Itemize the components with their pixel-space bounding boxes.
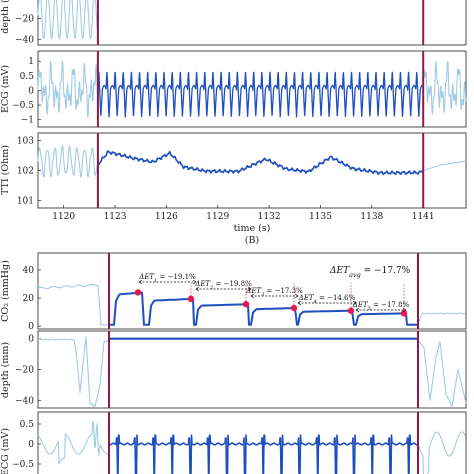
ecg-b-ylabel: ECG (mV) <box>0 428 11 474</box>
co2-b-arrow-head-r-1 <box>247 286 252 292</box>
co2-b-arrow-head-l-4 <box>355 307 360 313</box>
co2-b-arrow-head-l-0 <box>138 279 143 285</box>
tti-a-frame <box>37 132 467 209</box>
co2-b-ylabel: CO₂ (mmHg) <box>0 260 11 322</box>
ecg-b-ytick-label-1: 0 <box>28 440 34 450</box>
annotations: ΔET1 = −19.1%ΔET2 = −19.8%ΔET3 = −17.3%Δ… <box>134 266 411 317</box>
depth-a-frame <box>37 0 467 46</box>
tti-a-xtick-label-2: 1126 <box>155 212 178 222</box>
ecg-a-ytick-label-4: −1 <box>21 116 34 126</box>
co2-b-arrow-head-l-3 <box>297 300 302 306</box>
ecg-a-context-after <box>422 60 467 115</box>
ecg-a-ytick-label-3: −0.5 <box>12 101 34 111</box>
tti-a-xtick-label-5: 1135 <box>309 212 332 222</box>
co2-b-arrow-head-r-4 <box>402 307 407 313</box>
ecg-a-ytick-label-2: 0 <box>28 86 34 96</box>
axis-text: −20 −40 depth (m 1 0.5 0 −0.5 −1 ECG (mV) 103 102 1… <box>0 0 435 474</box>
ecg-b-ytick-label-2: −0.5 <box>12 460 34 470</box>
co2-b-arrow-head-r-0 <box>192 279 197 285</box>
depth-b-frame <box>37 330 467 409</box>
ecg-b-analysis-pause <box>108 434 419 474</box>
co2-b-context-before <box>37 283 109 326</box>
ecg-a-analysis-pause <box>97 71 424 118</box>
ecg-a-context-before <box>37 60 99 118</box>
ecg-b-context-after <box>417 431 467 474</box>
co2-b-ytick-label-2: 0 <box>28 322 34 332</box>
caption-b: (B) <box>245 235 259 246</box>
tti-a-ytick-label-0: 103 <box>17 137 34 147</box>
data-series <box>37 0 467 474</box>
co2-b-delta-label-2: ΔET3 = −17.3% <box>245 287 303 298</box>
ecg-a-ylabel: ECG (mV) <box>0 65 11 113</box>
tti-a-ytick-label-1: 102 <box>17 167 34 177</box>
tti-a-analysis-pause <box>97 150 424 176</box>
co2-b-marker-4 <box>347 307 355 314</box>
co2-b-marker-2 <box>242 301 250 308</box>
tti-a-xlabel: time (s) <box>234 223 271 234</box>
co2-b-marker-3 <box>290 304 298 312</box>
co2-b-arrow-head-r-3 <box>352 300 357 306</box>
ecg-b-ytick-label-0: 0.5 <box>20 420 35 430</box>
depth-a-ylabel: depth (m <box>0 0 11 34</box>
depth-a-ytick-label-1: −40 <box>15 36 34 46</box>
depth-b-ytick-label-2: −40 <box>15 396 34 406</box>
co2-b-delta-label-0: ΔET1 = −19.1% <box>138 273 196 284</box>
co2-b-delta-label-3: ΔET4 = −14.6% <box>298 294 356 305</box>
co2-b-marker-0 <box>134 289 142 296</box>
depth-a-ytick-label-0: −20 <box>15 15 34 25</box>
depth-a-context-before <box>37 0 99 40</box>
ecg-b-frame <box>37 411 467 474</box>
depth-b-context-before <box>37 336 110 408</box>
depth-b-context-after <box>417 339 467 408</box>
co2-b-delta-label-4: ΔET5 = −17.8% <box>352 301 410 312</box>
depth-b-ytick-label-1: −20 <box>15 366 34 376</box>
co2-b-average-label: ΔETavg = −17.7% <box>329 266 411 279</box>
tti-a-context-before <box>37 145 99 178</box>
tti-a-xtick-label-7: 1141 <box>412 212 435 222</box>
co2-b-arrow-head-r-2 <box>294 293 299 299</box>
co2-b-marker-5 <box>400 310 408 317</box>
tti-a-xtick-label-0: 1120 <box>52 212 75 222</box>
co2-b-arrow-head-l-2 <box>250 293 255 299</box>
co2-b-analysis-pause <box>109 291 418 326</box>
co2-b-arrow-head-l-1 <box>195 286 200 292</box>
tti-a-context-after <box>423 160 467 172</box>
co2-b-frame <box>37 252 467 330</box>
tti-a-ytick-label-2: 101 <box>17 197 34 207</box>
depth-b-ytick-label-0: 0 <box>28 335 34 345</box>
depth-b-ylabel: depth (mm) <box>0 342 11 398</box>
event-lines <box>96 0 425 474</box>
ecg-b-context-before <box>37 421 109 465</box>
tti-a-xtick-label-4: 1132 <box>258 212 281 222</box>
ecg-a-ytick-label-1: 0.5 <box>20 72 35 82</box>
tti-a-xtick-label-1: 1123 <box>104 212 127 222</box>
ecg-a-ytick-label-0: 1 <box>28 57 34 67</box>
co2-b-ytick-label-1: 20 <box>23 294 35 304</box>
tti-a-xtick-label-6: 1138 <box>360 212 383 222</box>
co2-b-context-after <box>417 312 466 325</box>
tti-a-ylabel: TTI (Ohm) <box>0 145 11 195</box>
co2-b-marker-1 <box>187 295 195 303</box>
co2-b-delta-label-1: ΔET2 = −19.8% <box>194 280 252 291</box>
tti-a-xtick-label-3: 1129 <box>206 212 229 222</box>
co2-b-ytick-label-0: 40 <box>23 266 35 276</box>
